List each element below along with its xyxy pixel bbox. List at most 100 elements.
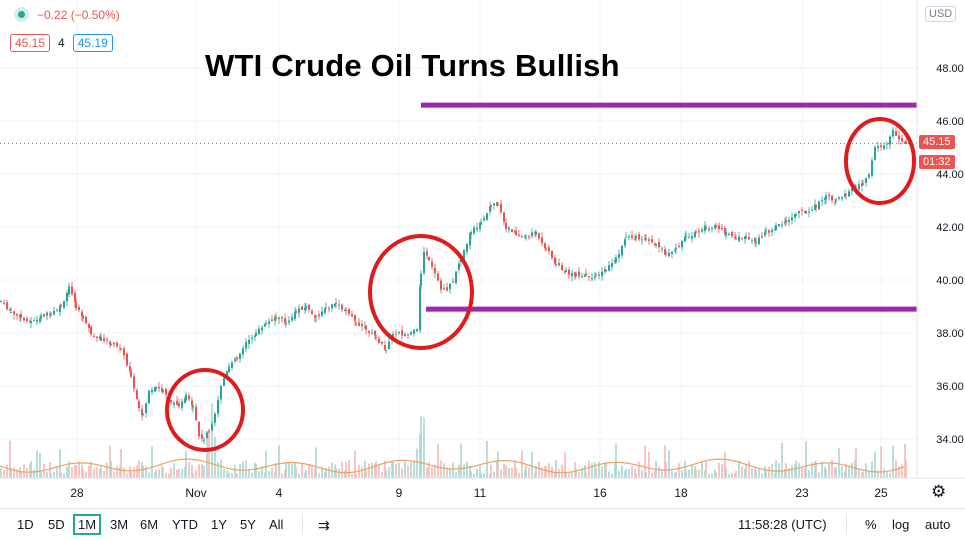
range-ytd[interactable]: YTD [172, 517, 198, 532]
candle-body [571, 273, 573, 277]
candle-body [304, 307, 306, 311]
candle-body [594, 276, 596, 279]
candle-body [214, 413, 216, 423]
volume-bar [555, 460, 557, 478]
candle-body [130, 371, 132, 377]
volume-bar [892, 445, 894, 478]
candle-body [877, 146, 879, 148]
candle-body [648, 239, 650, 241]
candle-body [311, 310, 313, 314]
candle-body [476, 227, 478, 230]
range-1y[interactable]: 1Y [211, 517, 227, 532]
candle-body [734, 237, 736, 239]
volume-bar [815, 461, 817, 478]
utc-clock[interactable]: 11:58:28 (UTC) [738, 517, 827, 532]
candle-body [294, 311, 296, 319]
candle-body [151, 389, 153, 393]
volume-bar [43, 464, 45, 478]
candle-body [828, 194, 830, 197]
candle-body [217, 400, 219, 414]
volume-bar [874, 452, 876, 478]
volume-bar [446, 467, 448, 478]
volume-bar [203, 465, 205, 478]
candle-body [141, 409, 143, 416]
volume-bar [901, 464, 903, 478]
volume-bar [476, 468, 478, 478]
candle-body [388, 341, 390, 349]
candle-body [701, 229, 703, 232]
volume-bar [245, 460, 247, 478]
candle-body [684, 237, 686, 242]
candle-body [778, 224, 780, 227]
range-1m[interactable]: 1M [73, 514, 102, 535]
candle-body [100, 337, 102, 341]
candle-body [129, 366, 131, 371]
candle-body [665, 253, 667, 255]
candle-body [497, 204, 499, 206]
range-6m[interactable]: 6M [140, 517, 159, 532]
log-toggle[interactable]: log [892, 517, 910, 532]
price-chart[interactable]: 34.00 36.00 38.00 40.00 42.00 44.00 46.00 48.00… [0, 0, 965, 508]
candle-body [46, 312, 48, 316]
volume-bar [493, 471, 495, 478]
volume-bar [201, 464, 203, 478]
x-tick-label: 25 [874, 486, 888, 500]
goto-date-icon[interactable]: ⇉ [318, 517, 330, 533]
candle-body [113, 343, 115, 345]
candle-body [184, 398, 186, 404]
volume-bar [401, 468, 403, 478]
y-tick-label: 48.00 [936, 63, 964, 75]
candle-body [811, 209, 813, 211]
volume-bar [678, 463, 680, 478]
bid-price[interactable]: 45.15 [10, 34, 51, 52]
candle-body [544, 243, 546, 249]
time-axis[interactable]: 28 Nov 4 9 11 16 18 23 25 [0, 477, 965, 500]
volume-bar [751, 468, 753, 478]
volume-bar [311, 465, 313, 478]
volume-bar [691, 464, 693, 478]
volume-bar [452, 462, 454, 478]
candle-body [889, 136, 891, 145]
candle-body [738, 236, 740, 241]
candle-body [755, 242, 757, 244]
auto-toggle[interactable]: auto [925, 517, 951, 532]
volume-bar [571, 471, 573, 478]
percent-toggle[interactable]: % [865, 517, 877, 532]
candle-body [228, 366, 230, 373]
range-3m[interactable]: 3M [110, 517, 129, 532]
candle-body [90, 326, 92, 335]
candle-body [381, 341, 383, 344]
candle-body [385, 350, 387, 352]
volume-bar [226, 470, 228, 478]
volume-bar [96, 467, 98, 478]
candle-body [3, 302, 5, 304]
volume-bar [236, 473, 238, 478]
candle-body [324, 308, 326, 314]
volume-bar [378, 465, 380, 478]
candle-body [874, 147, 876, 161]
volume-bar [851, 462, 853, 478]
candle-body [500, 203, 502, 213]
currency-label[interactable]: USD [925, 6, 957, 22]
volume-bar [26, 467, 28, 478]
range-5y[interactable]: 5Y [240, 517, 256, 532]
range-1d[interactable]: 1D [17, 517, 34, 532]
ask-price[interactable]: 45.19 [72, 34, 113, 52]
candle-body [554, 257, 556, 264]
volume-bar [416, 448, 418, 478]
candle-body [628, 236, 630, 238]
candle-body [413, 329, 415, 334]
candle-body [905, 141, 907, 145]
range-all[interactable]: All [269, 517, 284, 532]
candle-body [236, 357, 238, 360]
volume-bar [341, 461, 343, 478]
candle-body [185, 394, 187, 401]
candle-body [469, 233, 471, 246]
price-axis[interactable]: 34.00 36.00 38.00 40.00 42.00 44.00 46.00 48.00 [916, 0, 964, 478]
range-5d[interactable]: 5D [48, 517, 65, 532]
candle-body [611, 263, 613, 267]
y-tick-label: 38.00 [936, 328, 964, 340]
candle-body [239, 353, 241, 359]
candle-body [13, 311, 15, 315]
settings-gear-icon[interactable]: ⚙ [931, 482, 947, 501]
